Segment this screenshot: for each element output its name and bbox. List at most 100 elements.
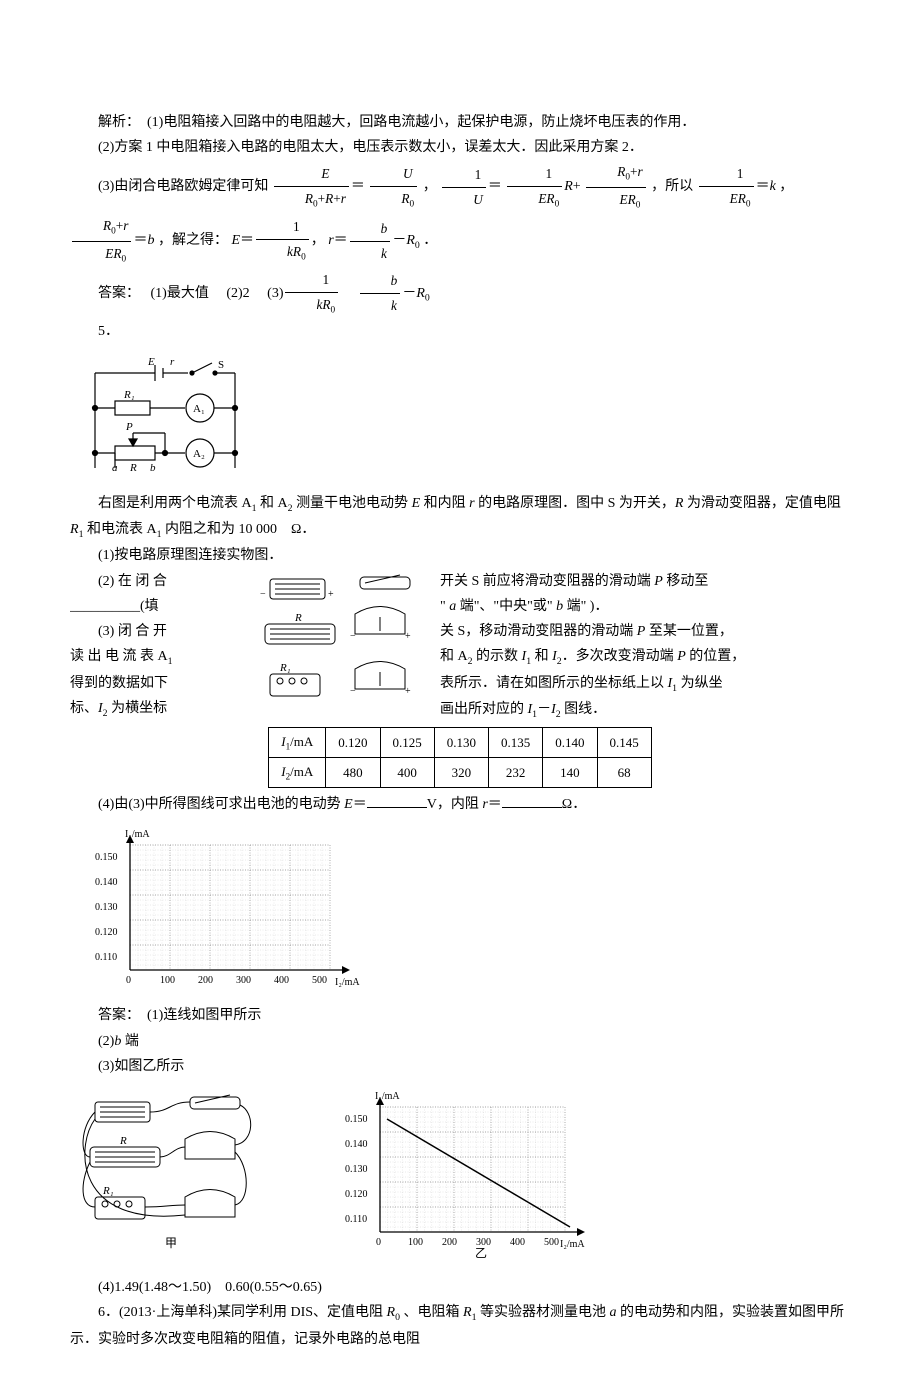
- p5-wrap: (2) 在 闭 合 __________(填 (3) 闭 合 开 读 出 电 流…: [70, 569, 850, 724]
- p5-q3l3: 得到的数据如下: [70, 671, 250, 696]
- t: R: [70, 522, 79, 537]
- td: 140: [543, 758, 597, 788]
- t: 测量干电池电动势: [296, 496, 412, 511]
- txt: ，解之得：: [158, 233, 228, 248]
- p5-table: I1/mA 0.120 0.125 0.130 0.135 0.140 0.14…: [268, 727, 652, 788]
- svg-text:0.120: 0.120: [95, 927, 118, 938]
- svg-text:R₁: R₁: [102, 1185, 114, 1197]
- txt: ，: [779, 180, 793, 195]
- txt: ．: [423, 233, 437, 248]
- svg-text:400: 400: [510, 1237, 525, 1248]
- answer-figs: R R₁ 甲 I₁/mA 0.150 0.140: [70, 1087, 850, 1267]
- svg-text:+: +: [328, 589, 334, 600]
- svg-text:R: R: [129, 462, 137, 474]
- circuit-diagram: E r S R₁ A₁: [70, 353, 850, 483]
- p5-num: 5．: [70, 319, 850, 344]
- p5-ans-label: 答案： (1)连线如图甲所示: [70, 1003, 850, 1028]
- p5-q2r3: " a 端"、"中央"或" b 端" )．: [440, 594, 820, 619]
- td: 0.120: [326, 728, 380, 758]
- p5-q2l: (2) 在 闭 合: [70, 569, 250, 594]
- svg-text:0.110: 0.110: [345, 1214, 367, 1225]
- svg-text:400: 400: [274, 975, 289, 986]
- ans-label: 答案：: [98, 286, 133, 301]
- svg-text:+: +: [405, 686, 411, 697]
- th: I2/mA: [269, 758, 326, 788]
- svg-text:−: −: [350, 631, 356, 642]
- td: 0.140: [543, 728, 597, 758]
- svg-text:0.110: 0.110: [95, 952, 117, 963]
- p5-q2blank: __________(填: [70, 594, 250, 619]
- svg-text:0.120: 0.120: [345, 1189, 368, 1200]
- p5-q2r1: 开关 S 前应将滑动变阻器的滑动端 P 移动至: [440, 569, 820, 594]
- svg-text:0.150: 0.150: [95, 852, 118, 863]
- ans3-pre: (3): [267, 286, 283, 301]
- p5-ans4: (4)1.49(1.48～1.50) 0.60(0.55～0.65): [70, 1275, 850, 1300]
- blank-graph: I₁/mA 0.150 0.140 0.130 0.120 0.110 0 10…: [70, 825, 850, 995]
- svg-text:乙: 乙: [475, 1246, 487, 1260]
- txt: ，: [423, 180, 437, 195]
- svg-text:100: 100: [408, 1237, 423, 1248]
- t: 右图是利用两个电流表 A: [98, 496, 252, 511]
- svg-text:100: 100: [160, 975, 175, 986]
- t: 和电流表 A: [87, 522, 157, 537]
- svg-text:A₁: A₁: [193, 403, 205, 415]
- td: 232: [489, 758, 543, 788]
- p5-ans2: (2)b 端: [70, 1029, 850, 1054]
- frac: 1ER0: [507, 162, 562, 213]
- svg-text:R₁: R₁: [279, 662, 291, 674]
- p4-ans: 答案： (1)最大值 (2)2 (3)1kR0 bk－R0: [70, 268, 850, 319]
- td: 0.125: [380, 728, 434, 758]
- svg-text:E: E: [147, 356, 155, 368]
- svg-text:b: b: [150, 462, 156, 474]
- t: 的电路原理图．图中 S 为开关，: [478, 496, 675, 511]
- svg-text:R: R: [119, 1135, 127, 1147]
- td: 0.135: [489, 728, 543, 758]
- svg-text:0.140: 0.140: [95, 877, 118, 888]
- ans2: (2)2: [226, 286, 249, 301]
- t: 和 A: [260, 496, 288, 511]
- ans1: (1)最大值: [151, 286, 209, 301]
- td: 0.145: [597, 728, 651, 758]
- svg-text:A₂: A₂: [193, 448, 205, 460]
- t: E: [412, 496, 421, 511]
- svg-text:P: P: [125, 421, 133, 433]
- frac: bk: [350, 217, 391, 266]
- txt: ，所以: [651, 180, 693, 195]
- svg-text:500: 500: [312, 975, 327, 986]
- p5-ans3: (3)如图乙所示: [70, 1054, 850, 1079]
- frac: R0+rER0: [72, 214, 131, 268]
- td: 400: [380, 758, 434, 788]
- p5-q4: (4)由(3)中所得图线可求出电池的电动势 E＝V，内阻 r＝Ω．: [70, 792, 850, 817]
- svg-text:R: R: [294, 612, 302, 624]
- frac: 1U: [442, 163, 486, 212]
- svg-text:0.130: 0.130: [345, 1164, 368, 1175]
- p5-q3r4: 画出所对应的 I1－I2 图线．: [440, 697, 820, 723]
- svg-text:0.150: 0.150: [345, 1114, 368, 1125]
- svg-text:300: 300: [236, 975, 251, 986]
- svg-text:+: +: [405, 631, 411, 642]
- frac: bk: [360, 269, 401, 318]
- td: 480: [326, 758, 380, 788]
- svg-text:200: 200: [198, 975, 213, 986]
- p5-q3r2: 和 A2 的示数 I1 和 I2．多次改变滑动端 P 的位置，: [440, 644, 820, 670]
- svg-text:500: 500: [544, 1237, 559, 1248]
- frac: UR0: [370, 162, 417, 213]
- t: r: [469, 496, 474, 511]
- t: 和内阻: [424, 496, 470, 511]
- frac: 1kR0: [285, 268, 338, 319]
- td: 0.130: [434, 728, 488, 758]
- svg-text:r: r: [170, 356, 175, 368]
- svg-text:I₂/mA: I₂/mA: [560, 1239, 585, 1250]
- svg-text:0: 0: [376, 1237, 381, 1248]
- p4-sol-1: 解析： (1)电阻箱接入回路中的电阻越大，回路电流越小，起保护电源，防止烧坏电压…: [70, 110, 850, 135]
- td: 68: [597, 758, 651, 788]
- svg-text:200: 200: [442, 1237, 457, 1248]
- svg-text:−: −: [260, 589, 266, 600]
- txt: (3)由闭合电路欧姆定律可知: [98, 180, 268, 195]
- svg-text:0.140: 0.140: [345, 1139, 368, 1150]
- frac: R0+rER0: [586, 160, 645, 214]
- t: 为滑动变阻器，定值电阻: [687, 496, 841, 511]
- svg-text:甲: 甲: [165, 1236, 177, 1250]
- frac: 1kR0: [256, 215, 309, 266]
- svg-text:−: −: [350, 686, 356, 697]
